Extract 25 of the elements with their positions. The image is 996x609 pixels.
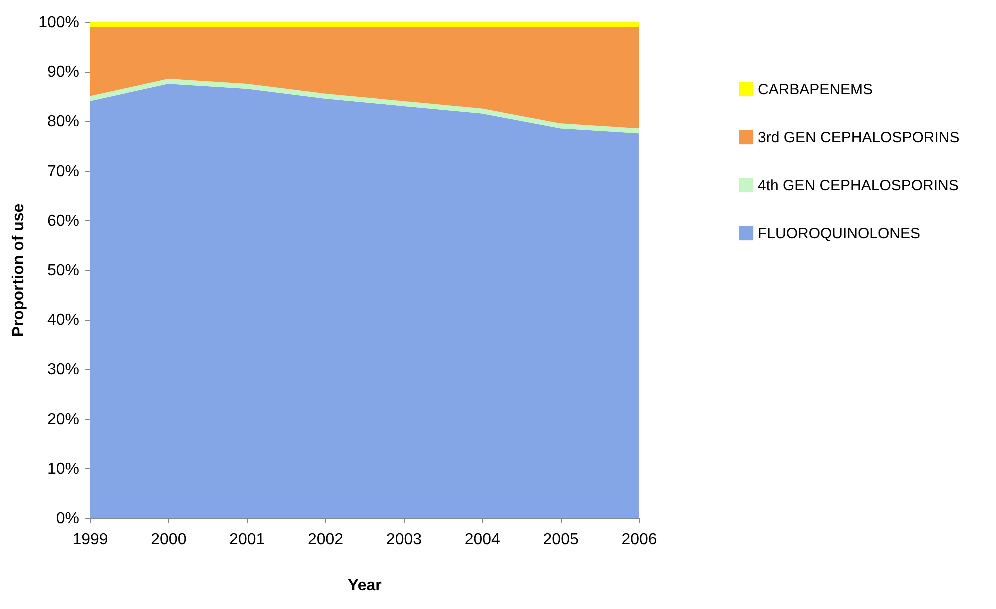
y-tick-label: 80% — [47, 114, 80, 131]
y-tick-label: 0% — [56, 510, 80, 528]
y-axis-title: Proportion of use — [10, 204, 28, 338]
y-tick-label: 60% — [47, 212, 80, 230]
x-tick-label: 2004 — [464, 532, 501, 548]
x-tick-label: 2006 — [622, 532, 658, 548]
x-tick-label: 2003 — [386, 532, 422, 548]
y-tick-label: 10% — [47, 460, 80, 478]
legend-label: 4th GEN CEPHALOSPORINS — [758, 178, 959, 194]
x-axis-title: Year — [348, 578, 382, 594]
x-tick-label: 2005 — [543, 532, 579, 548]
legend-label: 3rd GEN CEPHALOSPORINS — [758, 130, 960, 146]
y-tick-label: 70% — [47, 163, 80, 180]
x-tick-label: 2001 — [230, 532, 266, 548]
x-tick-label: 2002 — [308, 532, 344, 548]
y-tick-label: 40% — [47, 312, 80, 330]
y-tick-label: 50% — [47, 262, 80, 280]
y-tick-label: 20% — [47, 411, 80, 428]
legend-label: FLUOROQUINOLONES — [758, 226, 921, 242]
y-tick-label: 30% — [47, 362, 80, 379]
x-tick-label: 1999 — [72, 532, 108, 548]
y-tick-label: 90% — [47, 64, 80, 82]
legend-label: CARBAPENEMS — [758, 82, 874, 98]
x-tick-label: 2000 — [151, 532, 187, 548]
y-tick-label: 100% — [38, 14, 80, 32]
